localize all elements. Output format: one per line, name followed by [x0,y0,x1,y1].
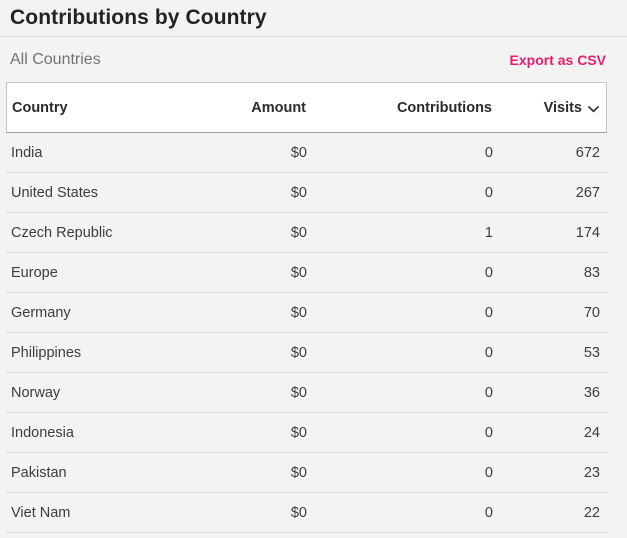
page-title: Contributions by Country [10,6,267,29]
cell-contributions: 0 [484,464,493,481]
column-header-country[interactable]: Country [12,99,68,116]
column-header-visits[interactable]: Visits [492,99,599,117]
filter-label: All Countries [10,50,101,68]
cell-contributions: 0 [484,144,493,161]
column-header-visits-label: Visits [543,99,582,116]
cell-visits: 83 [583,264,600,281]
cell-visits: 70 [583,304,600,321]
cell-contributions: 0 [484,264,493,281]
page-header: Contributions by Country [0,0,627,37]
cell-country: Europe [11,264,58,281]
cell-contributions: 0 [484,384,493,401]
cell-visits: 23 [583,464,600,481]
cell-visits: 174 [575,224,600,241]
cell-visits: 36 [583,384,600,401]
table-header-row: Country Amount Contributions Visits [6,82,607,133]
table-row[interactable]: Viet Nam $0 0 22 [6,493,607,533]
table-body: India $0 0 672 United States $0 0 267 Cz… [6,133,607,533]
cell-visits: 53 [583,344,600,361]
cell-amount: $0 [290,264,307,281]
cell-amount: $0 [290,224,307,241]
cell-contributions: 0 [484,304,493,321]
chevron-down-icon [588,101,599,117]
cell-country: United States [11,184,99,201]
table-toolbar: All Countries Export as CSV [0,37,627,82]
cell-country: Indonesia [11,424,74,441]
cell-amount: $0 [290,464,307,481]
cell-amount: $0 [290,424,307,441]
table-row[interactable]: Norway $0 0 36 [6,373,607,413]
cell-visits: 22 [583,504,600,521]
cell-amount: $0 [290,384,307,401]
table-row[interactable]: Europe $0 0 83 [6,253,607,293]
cell-contributions: 0 [484,504,493,521]
cell-country: Philippines [11,344,82,361]
cell-contributions: 1 [484,224,493,241]
cell-amount: $0 [290,184,307,201]
table-row[interactable]: Indonesia $0 0 24 [6,413,607,453]
column-header-amount[interactable]: Amount [251,99,306,116]
cell-country: Norway [11,384,61,401]
table-row[interactable]: Czech Republic $0 1 174 [6,213,607,253]
table-row[interactable]: United States $0 0 267 [6,173,607,213]
table-row[interactable]: Pakistan $0 0 23 [6,453,607,493]
cell-amount: $0 [290,344,307,361]
table-row[interactable]: Philippines $0 0 53 [6,333,607,373]
cell-country: Viet Nam [11,504,71,521]
cell-amount: $0 [290,504,307,521]
cell-contributions: 0 [484,424,493,441]
cell-contributions: 0 [484,344,493,361]
table-row[interactable]: Germany $0 0 70 [6,293,607,333]
cell-contributions: 0 [484,184,493,201]
cell-amount: $0 [290,144,307,161]
table-row[interactable]: India $0 0 672 [6,133,607,173]
cell-country: India [11,144,43,161]
cell-country: Czech Republic [11,224,113,241]
cell-country: Pakistan [11,464,67,481]
cell-visits: 24 [583,424,600,441]
cell-visits: 672 [575,144,600,161]
countries-table: Country Amount Contributions Visits Indi… [6,82,607,533]
cell-visits: 267 [575,184,600,201]
export-csv-link[interactable]: Export as CSV [509,51,606,68]
column-header-contributions[interactable]: Contributions [396,99,492,116]
cell-amount: $0 [290,304,307,321]
cell-country: Germany [11,304,71,321]
